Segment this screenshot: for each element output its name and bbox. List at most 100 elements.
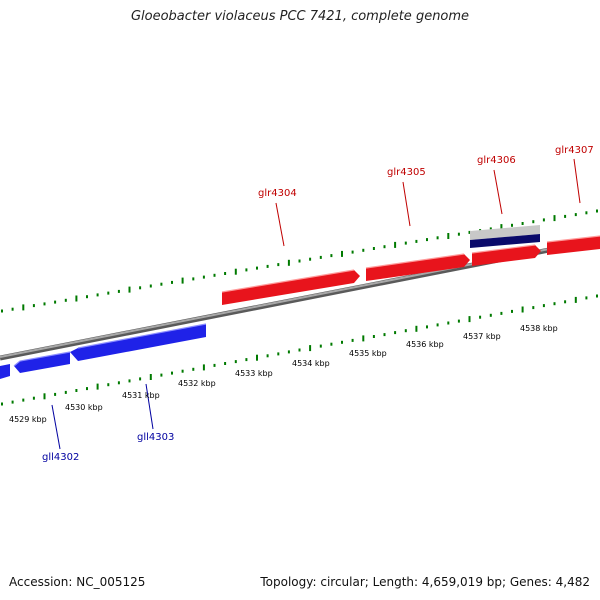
major-tick (256, 354, 258, 361)
minor-tick (500, 311, 503, 315)
minor-tick (139, 286, 142, 290)
scale-label: 4533 kbp (235, 369, 273, 378)
map-title: Gloeobacter violaceus PCC 7421, complete… (130, 9, 470, 24)
minor-tick (564, 214, 567, 218)
minor-tick (54, 392, 57, 396)
minor-tick (479, 315, 482, 319)
minor-tick (351, 250, 354, 254)
major-tick (43, 393, 46, 400)
gene-label-gll4302[interactable]: gll4302 (42, 452, 79, 463)
minor-tick (574, 213, 577, 217)
scale-label: 4535 kbp (349, 349, 387, 358)
gene-label-glr4304[interactable]: glr4304 (258, 188, 297, 199)
minor-tick (11, 307, 14, 311)
minor-tick (213, 363, 216, 367)
minor-tick (277, 263, 280, 267)
minor-tick (415, 239, 418, 243)
scale-labels: 4529 kbp 4530 kbp 4531 kbp 4532 kbp 4533… (9, 324, 558, 424)
gene-labels: gll4302 gll4303 glr4304 glr4305 glr4306 … (42, 145, 594, 463)
minor-tick (298, 348, 301, 352)
scale-label: 4536 kbp (406, 340, 444, 349)
minor-tick (511, 223, 513, 227)
minor-tick (542, 218, 545, 222)
forward-gene-arrow[interactable] (472, 245, 541, 266)
gene-label-glr4307[interactable]: glr4307 (555, 145, 594, 156)
minor-tick (532, 220, 535, 224)
gene-label-glr4306[interactable]: glr4306 (477, 155, 516, 166)
minor-tick (139, 377, 142, 381)
minor-tick (468, 230, 471, 234)
reverse-gene-arrow[interactable] (0, 364, 10, 379)
major-tick (500, 224, 503, 231)
other-feature-glr4306[interactable] (470, 225, 540, 248)
minor-tick (266, 264, 269, 268)
minor-tick (1, 402, 3, 406)
major-tick (394, 241, 397, 248)
minor-tick (553, 302, 556, 306)
minor-tick (383, 245, 386, 249)
minor-tick (351, 338, 354, 342)
minor-tick (54, 300, 57, 304)
scale-label: 4529 kbp (9, 415, 47, 424)
minor-tick (224, 362, 227, 365)
minor-tick (32, 304, 35, 308)
gene-label-gll4303[interactable]: gll4303 (137, 432, 174, 443)
gene-leader-lines (51, 158, 581, 450)
minor-tick (256, 266, 258, 270)
minor-tick (447, 321, 450, 325)
minor-tick (96, 293, 99, 297)
minor-tick (287, 350, 290, 354)
minor-tick (404, 329, 407, 333)
minor-tick (64, 390, 67, 394)
reverse-gene-arrow[interactable] (14, 352, 70, 373)
scale-label: 4534 kbp (292, 359, 330, 368)
reverse-gene-arrow[interactable] (70, 324, 206, 361)
major-tick (447, 233, 450, 239)
minor-tick (160, 282, 163, 286)
minor-tick (171, 280, 173, 284)
topology-text: Topology: circular; Length: 4,659,019 bp… (260, 575, 590, 589)
minor-tick (192, 277, 195, 281)
minor-tick (213, 273, 216, 277)
minor-tick (86, 295, 88, 299)
minor-tick (107, 291, 110, 295)
minor-tick (86, 387, 88, 391)
scale-label: 4537 kbp (463, 332, 501, 341)
minor-tick (224, 272, 227, 275)
minor-tick (117, 289, 120, 293)
minor-tick (596, 209, 598, 213)
minor-tick (234, 360, 237, 364)
minor-tick (426, 325, 428, 329)
major-tick (415, 325, 418, 332)
major-tick (96, 383, 99, 390)
forward-gene-arrow[interactable] (366, 254, 470, 281)
minor-tick (309, 257, 312, 261)
minor-tick (585, 211, 588, 215)
scale-label: 4532 kbp (178, 379, 216, 388)
reverse-strand-genes (0, 323, 207, 379)
minor-tick (22, 398, 25, 402)
scale-label: 4530 kbp (65, 403, 103, 412)
minor-tick (128, 379, 131, 383)
minor-tick (149, 284, 152, 288)
minor-tick (596, 294, 598, 298)
minor-tick (362, 248, 365, 252)
outer-tick-row (1, 209, 598, 313)
major-tick (468, 316, 471, 323)
gene-label-glr4305[interactable]: glr4305 (387, 167, 426, 178)
major-tick (234, 268, 237, 275)
minor-tick (43, 302, 46, 306)
minor-tick (404, 241, 407, 245)
minor-tick (436, 323, 439, 327)
forward-gene-arrow[interactable] (222, 270, 360, 305)
minor-tick (394, 331, 397, 335)
minor-tick (117, 381, 120, 385)
minor-tick (1, 309, 3, 313)
minor-tick (319, 255, 322, 259)
minor-tick (457, 319, 460, 323)
minor-tick (266, 354, 269, 358)
minor-tick (521, 222, 524, 225)
minor-tick (489, 313, 492, 317)
